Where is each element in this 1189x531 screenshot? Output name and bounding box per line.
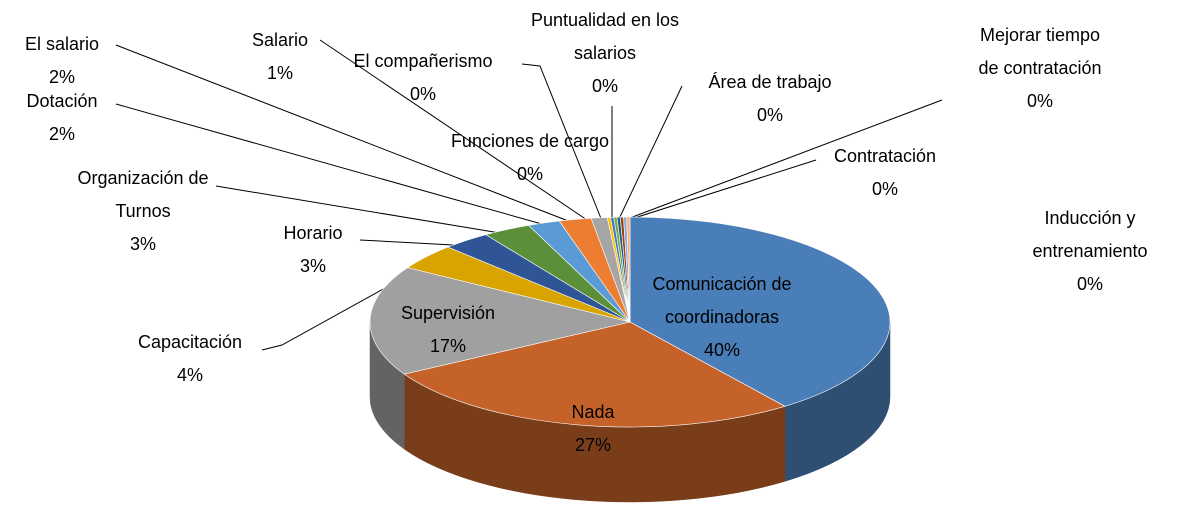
- category-label: Horario: [283, 223, 343, 243]
- value-label: 3%: [299, 256, 326, 276]
- category-label: Mejorar tiempo de contratación: [978, 25, 1102, 78]
- value-label: 1%: [266, 63, 293, 83]
- data-label: Puntualidad en los salarios 0%: [505, 4, 705, 103]
- category-label: Salario: [251, 30, 309, 50]
- data-label: Área de trabajo 0%: [675, 66, 865, 132]
- leader-line: [319, 39, 591, 223]
- pie-sides: [369, 321, 891, 503]
- value-label: 0%: [756, 105, 783, 125]
- leader-lines: [115, 39, 943, 351]
- leader-line: [215, 185, 513, 236]
- data-label: Horario 3%: [263, 217, 363, 283]
- value-label: 2%: [48, 67, 75, 87]
- category-label: El salario: [24, 34, 100, 54]
- pie-tops: [369, 216, 891, 428]
- leader-line: [115, 103, 557, 229]
- pie-slice: [626, 216, 631, 323]
- leader-line: [621, 99, 943, 222]
- category-label: Área de trabajo: [708, 72, 832, 92]
- value-label: 0%: [871, 179, 898, 199]
- category-label: El compañerismo: [353, 51, 493, 71]
- leader-line: [115, 44, 577, 225]
- value-label: 0%: [1026, 91, 1053, 111]
- leader-line: [261, 261, 433, 351]
- leader-line: [521, 63, 603, 222]
- data-label: Capacitación 4%: [120, 326, 260, 392]
- data-label: Funciones de cargo 0%: [415, 125, 645, 191]
- value-label: 0%: [1076, 274, 1103, 294]
- value-label: 0%: [516, 164, 543, 184]
- data-label: Nada 27%: [533, 396, 653, 462]
- category-label: Inducción y entrenamiento: [1032, 208, 1148, 261]
- data-label: El salario 2%: [7, 28, 117, 94]
- value-label: 2%: [48, 124, 75, 144]
- value-label: 3%: [129, 234, 156, 254]
- data-label: Mejorar tiempo de contratación 0%: [975, 19, 1105, 118]
- data-label: Inducción y entrenamiento 0%: [1020, 202, 1160, 301]
- data-label: Salario 1%: [235, 24, 325, 90]
- pie-slice: [403, 321, 786, 428]
- category-label: Comunicación de coordinadoras: [652, 274, 792, 327]
- leader-line: [624, 159, 817, 222]
- category-label: Funciones de cargo: [450, 131, 610, 151]
- category-label: Supervisión: [400, 303, 496, 323]
- data-label: Contratación 0%: [805, 140, 965, 206]
- category-label: Capacitación: [137, 332, 243, 352]
- pie-slice: [629, 216, 891, 407]
- value-label: 4%: [176, 365, 203, 385]
- value-label: 17%: [429, 336, 467, 356]
- category-label: Puntualidad en los salarios: [530, 10, 680, 63]
- value-label: 40%: [703, 340, 741, 360]
- value-label: 0%: [409, 84, 436, 104]
- category-label: Nada: [571, 402, 615, 422]
- value-label: 27%: [574, 435, 612, 455]
- data-label: Dotación 2%: [12, 85, 112, 151]
- leader-line: [617, 85, 683, 222]
- value-label: 0%: [591, 76, 618, 96]
- category-label: Contratación: [833, 146, 937, 166]
- data-label: El compañerismo 0%: [323, 45, 523, 111]
- category-label: Dotación: [26, 91, 98, 111]
- data-label: Organización de Turnos 3%: [68, 162, 218, 261]
- pie-slice: [369, 267, 631, 375]
- data-label: Comunicación de coordinadoras 40%: [627, 268, 817, 367]
- data-label: Supervisión 17%: [383, 297, 513, 363]
- category-label: Organización de Turnos: [77, 168, 209, 221]
